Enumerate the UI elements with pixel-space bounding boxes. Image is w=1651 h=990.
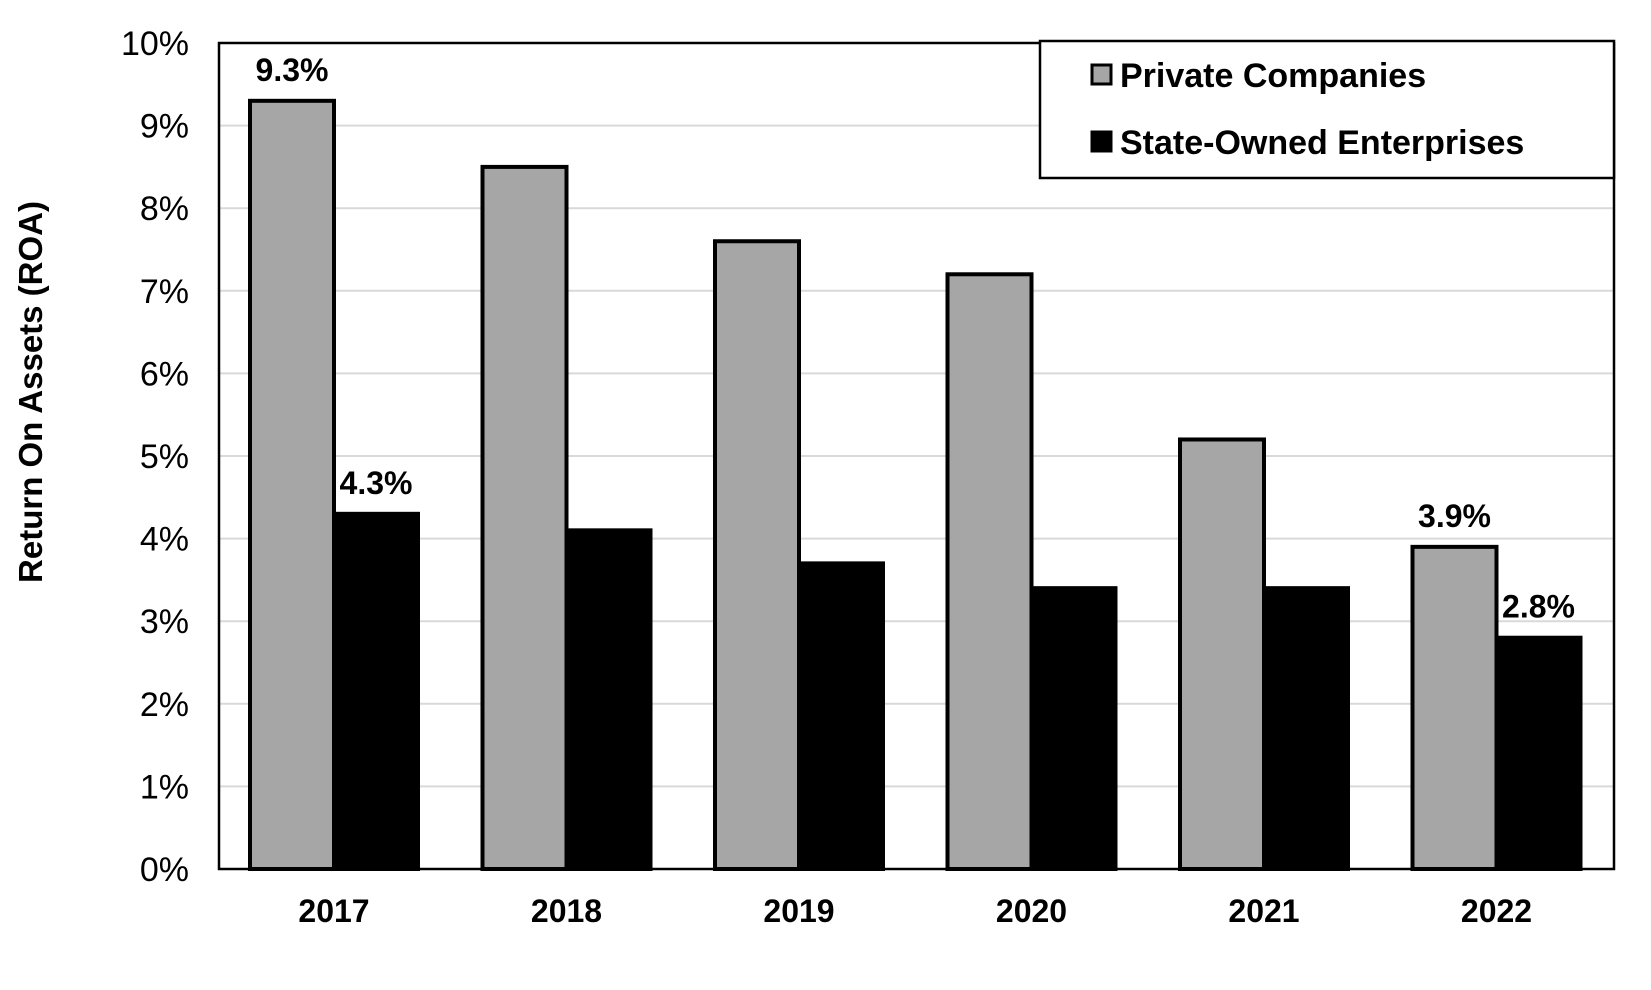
y-tick-label: 4% <box>140 521 189 559</box>
x-tick-label: 2020 <box>996 893 1067 929</box>
legend-label: State-Owned Enterprises <box>1120 124 1524 162</box>
y-tick-label: 0% <box>140 851 189 889</box>
legend-swatch <box>1090 130 1113 153</box>
x-tick-label: 2019 <box>763 893 834 929</box>
data-label: 2.8% <box>1502 589 1575 625</box>
bar-soe-2020 <box>1029 586 1118 871</box>
plot-frame <box>217 41 1616 871</box>
x-tick-label: 2021 <box>1228 893 1299 929</box>
legend-swatch <box>1090 63 1113 86</box>
data-label: 9.3% <box>256 52 329 88</box>
y-tick-label: 1% <box>140 768 189 806</box>
y-axis-title: Return On Assets (ROA) <box>12 201 49 583</box>
bar-soe-2021 <box>1262 586 1350 871</box>
plot-border <box>217 41 1616 871</box>
x-tick-label: 2022 <box>1461 893 1532 929</box>
data-label: 4.3% <box>340 465 413 501</box>
bar-private-2018 <box>480 164 569 871</box>
bar-soe-2017 <box>332 511 420 871</box>
legend-box <box>1038 39 1616 180</box>
data-labels: 9.3% 3.9% 4.3% 2.8% <box>256 52 1575 625</box>
x-tick-label: 2018 <box>531 893 602 929</box>
bar-private-2022 <box>1410 544 1499 871</box>
y-tick-label: 5% <box>140 438 189 476</box>
bars <box>248 98 1583 872</box>
y-tick-label: 8% <box>140 190 189 228</box>
y-tick-label: 6% <box>140 355 189 393</box>
bar-private-2017 <box>248 98 336 871</box>
y-tick-label: 7% <box>140 273 189 311</box>
bar-soe-2018 <box>564 528 653 872</box>
y-tick-label: 2% <box>140 686 189 724</box>
legend-label: Private Companies <box>1120 57 1426 95</box>
y-tick-label: 3% <box>140 603 189 641</box>
y-tick-label: 10% <box>121 25 189 63</box>
bar-private-2021 <box>1178 437 1266 871</box>
y-tick-label: 9% <box>140 108 189 146</box>
legend: Private Companies State-Owned Enterprises <box>1038 39 1616 180</box>
bar-private-2020 <box>945 272 1034 871</box>
y-axis-ticks: 0% 1% 2% 3% 4% 5% 6% 7% 8% 9% 10% <box>121 25 189 889</box>
bar-soe-2022 <box>1494 635 1583 871</box>
data-label: 3.9% <box>1418 498 1491 534</box>
x-axis-ticks: 2017 2018 2019 2020 2021 2022 <box>298 893 1532 929</box>
gridlines <box>219 124 1614 788</box>
x-tick-label: 2017 <box>298 893 369 929</box>
bar-soe-2019 <box>797 561 885 871</box>
bar-private-2019 <box>713 239 801 872</box>
